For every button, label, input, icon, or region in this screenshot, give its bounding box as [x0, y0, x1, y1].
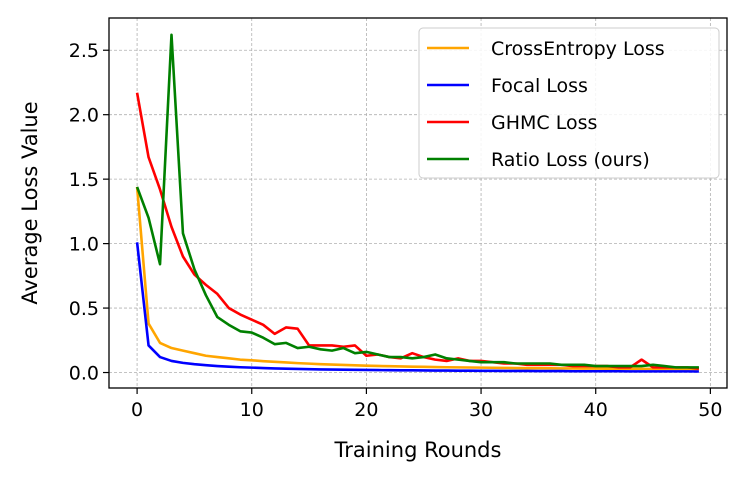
legend-label-crossentropy-loss: CrossEntropy Loss: [491, 38, 665, 60]
legend-box: [418, 27, 720, 179]
y-tick-label: 2.0: [69, 105, 99, 127]
x-tick-label: 30: [469, 399, 493, 421]
plot-area-frame: [108, 17, 728, 389]
legend: CrossEntropy Loss Focal Loss GHMC Loss Rati…: [418, 27, 720, 179]
axis-ticks: 0 10 20 30 40 50 0.0 0.5 1.0 1.5 2.0 2.5: [69, 40, 723, 421]
x-tick-label: 0: [131, 399, 143, 421]
x-tick-label: 10: [240, 399, 264, 421]
legend-label-ratio-loss-ours: Ratio Loss (ours): [491, 149, 650, 171]
series-line-focal-loss: [135, 242, 699, 373]
y-tick-label: 1.0: [69, 234, 99, 256]
series-line-crossentropy-loss: [135, 186, 699, 371]
series-lines: [135, 33, 700, 373]
x-tick-label: 40: [584, 399, 608, 421]
x-tick-label: 20: [354, 399, 378, 421]
legend-label-focal-loss: Focal Loss: [491, 75, 588, 97]
y-tick-label: 1.5: [69, 169, 99, 191]
legend-label-ghmc-loss: GHMC Loss: [491, 112, 597, 134]
y-axis-label: Average Loss Value: [18, 101, 42, 304]
y-tick-label: 2.5: [69, 40, 99, 62]
x-axis-label: Training Rounds: [334, 438, 502, 462]
series-line-ratio-loss-ours: [135, 33, 699, 369]
y-tick-label: 0.5: [69, 298, 99, 320]
y-tick-label: 0.0: [69, 363, 99, 385]
x-tick-label: 50: [698, 399, 722, 421]
